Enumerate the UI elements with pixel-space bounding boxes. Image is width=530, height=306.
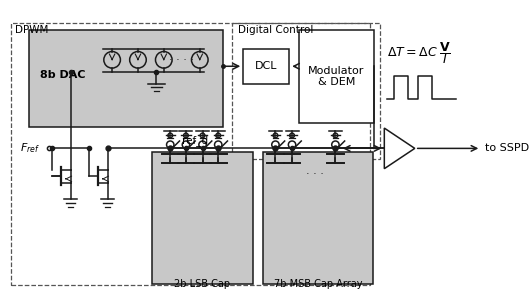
Bar bbox=[262, 152, 373, 284]
Text: Digital Control: Digital Control bbox=[237, 25, 313, 35]
Text: 2b LSB Cap: 2b LSB Cap bbox=[174, 279, 231, 289]
Text: $F_{ref}$: $F_{ref}$ bbox=[20, 141, 40, 155]
Text: $\Delta T = \Delta C \; \dfrac{\mathbf{V}}{I}$: $\Delta T = \Delta C \; \dfrac{\mathbf{V… bbox=[387, 40, 451, 66]
Bar bbox=[298, 30, 374, 122]
Text: DCL: DCL bbox=[255, 61, 278, 71]
Bar bbox=[232, 23, 379, 159]
Text: · · · ·: · · · · bbox=[169, 55, 194, 65]
Bar bbox=[11, 23, 370, 285]
Text: ref_d: ref_d bbox=[182, 135, 208, 146]
Text: Modulator
& DEM: Modulator & DEM bbox=[308, 65, 365, 87]
Bar bbox=[29, 30, 223, 127]
Text: 7b MSB Cap Array: 7b MSB Cap Array bbox=[273, 279, 362, 289]
Bar bbox=[152, 152, 253, 284]
Text: · · ·: · · · bbox=[306, 169, 324, 179]
Text: to SSPD: to SSPD bbox=[485, 144, 529, 153]
Bar bbox=[243, 49, 289, 84]
Text: DPWM: DPWM bbox=[15, 25, 49, 35]
Text: 8b DAC: 8b DAC bbox=[40, 69, 86, 80]
